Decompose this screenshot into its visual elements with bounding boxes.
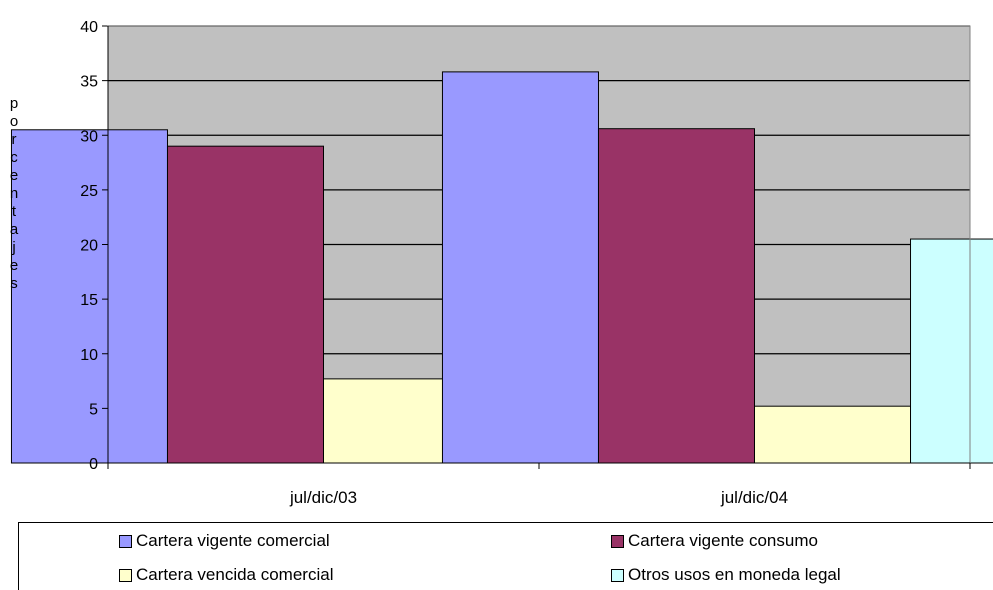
y-axis-label-char: s <box>10 275 18 292</box>
y-tick-label: 10 <box>80 347 98 364</box>
y-axis-label-char: c <box>10 149 18 166</box>
bar-cartera-vigente-consumo-1 <box>166 145 324 464</box>
bar-cartera-vigente-consumo-2 <box>597 128 756 464</box>
legend-swatch <box>119 534 132 548</box>
y-axis-label-char: o <box>10 113 18 130</box>
y-axis-label-char: e <box>10 257 18 274</box>
bar-cartera-vigente-comercial-1 <box>10 129 168 464</box>
y-tick-label: 5 <box>89 401 98 418</box>
legend-item: Otros usos en moneda legal <box>611 565 841 585</box>
y-axis-label-char: j <box>11 239 15 256</box>
y-axis-label-char: e <box>10 167 18 184</box>
y-tick-label: 25 <box>80 183 98 200</box>
legend-item: Cartera vigente consumo <box>611 531 818 551</box>
y-tick-label: 15 <box>80 292 98 309</box>
y-axis-label-char: r <box>12 131 17 148</box>
legend-label: Cartera vencida comercial <box>136 565 334 584</box>
y-tick-label: 40 <box>80 19 98 36</box>
x-tick-label: jul/dic/03 <box>289 488 357 507</box>
legend-item: Cartera vencida comercial <box>119 565 333 585</box>
y-tick-label: 20 <box>80 238 98 255</box>
bar-cartera-vigente-comercial-2 <box>441 71 599 464</box>
legend-label: Cartera vigente comercial <box>136 531 330 550</box>
legend-label: Otros usos en moneda legal <box>628 565 841 584</box>
bar-otros-usos-en-moneda-legal-2 <box>910 238 993 464</box>
axes <box>102 25 971 469</box>
y-axis-label-char: t <box>12 203 17 220</box>
bars <box>10 71 993 464</box>
x-tick-label: jul/dic/04 <box>720 488 788 507</box>
y-tick-label: 35 <box>80 74 98 91</box>
y-axis-label-char: n <box>10 185 18 202</box>
y-axis-label-char: a <box>10 221 19 238</box>
legend-swatch <box>119 568 132 582</box>
legend-swatch <box>611 534 624 548</box>
y-tick-labels: 0 5 10 15 20 25 30 35 40 <box>80 19 98 473</box>
x-tick-labels: jul/dic/03 jul/dic/04 <box>289 488 788 507</box>
y-tick-label: 0 <box>89 456 98 473</box>
y-axis-label-char: p <box>10 95 18 112</box>
legend-swatch <box>611 568 624 582</box>
y-tick-label: 30 <box>80 128 98 145</box>
bar-chart: 0 5 10 15 20 25 30 35 40 jul/dic/03 jul/dic/04 po… <box>10 19 993 507</box>
legend-item: Cartera vigente comercial <box>119 531 330 551</box>
legend-label: Cartera vigente consumo <box>628 531 818 550</box>
bar-cartera-vencida-comercial-2 <box>754 405 912 464</box>
legend: Cartera vigente comercial Cartera vigente… <box>18 522 993 590</box>
